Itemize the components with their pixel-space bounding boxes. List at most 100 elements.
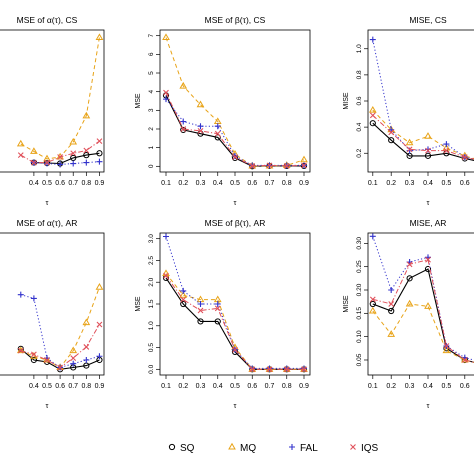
y-tick-label: 5 <box>148 71 155 75</box>
data-point-sq <box>180 300 187 308</box>
y-tick-label: 2 <box>148 127 155 131</box>
data-point-fal <box>180 118 187 125</box>
y-tick-label: 1.0 <box>148 321 155 330</box>
data-point-mq <box>179 81 188 89</box>
data-point-sq <box>180 126 187 134</box>
x-tick-label: 0.5 <box>42 383 52 390</box>
data-point-mq <box>95 283 104 290</box>
plot-frame <box>159 232 311 376</box>
data-point-fal <box>283 365 290 372</box>
data-point-iqs <box>388 129 395 136</box>
data-point-iqs <box>266 162 273 169</box>
data-point-iqs <box>31 159 37 166</box>
data-point-iqs <box>96 138 103 145</box>
series-line-fal <box>20 294 100 369</box>
y-tick-label: 1.5 <box>148 299 155 308</box>
series-line-iqs <box>372 259 474 363</box>
y-tick-label: 0.15 <box>356 307 363 320</box>
y-tick-label: 0.8 <box>356 70 363 79</box>
x-tick-label: 0.6 <box>460 383 470 390</box>
data-point-fal <box>83 356 90 363</box>
data-point-mq <box>405 138 414 146</box>
data-point-mq <box>16 346 25 354</box>
data-point-fal <box>249 365 256 372</box>
y-tick-label: 0.5 <box>148 343 155 352</box>
data-point-sq <box>406 275 413 282</box>
series-sq <box>369 265 474 364</box>
data-point-iqs <box>83 147 90 154</box>
legend-marker-fal <box>289 444 295 450</box>
data-point-iqs <box>163 89 169 96</box>
data-point-mq <box>95 33 104 41</box>
series-mq <box>162 269 308 372</box>
data-point-fal <box>30 295 37 302</box>
data-point-sq <box>197 318 204 325</box>
chart-title: MSE of α(τ), CS <box>17 15 78 25</box>
y-tick-label: 0.05 <box>356 353 363 366</box>
series-line-fal <box>165 98 304 166</box>
data-point-fal <box>214 123 221 130</box>
data-point-iqs <box>249 366 256 373</box>
plot-frame <box>0 232 105 376</box>
x-tick-label: 0.8 <box>81 180 91 187</box>
data-point-mq <box>82 111 91 119</box>
x-axis-label: τ <box>427 198 430 207</box>
x-tick-label: 0.4 <box>423 180 433 187</box>
series-line-sq <box>33 152 100 165</box>
legend-entry-sq: SQ <box>168 443 195 454</box>
x-tick-label: 0.7 <box>68 180 78 187</box>
series-sq <box>30 150 103 167</box>
data-point-iqs <box>249 163 256 169</box>
series-iqs <box>17 321 103 371</box>
y-tick-label: 0.4 <box>356 122 363 131</box>
x-tick-label: 0.6 <box>247 180 257 187</box>
x-tick-label: 0.5 <box>230 180 240 187</box>
chart-panel-5: MSE of β(τ), AR 0.1 0.2 0.3 0.4 0.5 0.6 0.7 0.8 0… <box>135 218 311 410</box>
x-axis-label: τ <box>427 401 430 410</box>
x-tick-label: 0.6 <box>460 180 470 187</box>
x-tick-label: 0.7 <box>68 383 78 390</box>
x-tick-label: 0.6 <box>55 383 65 390</box>
data-point-mq <box>387 330 396 337</box>
x-tick-label: 0.4 <box>29 180 39 187</box>
y-tick-label: 4 <box>148 89 155 93</box>
data-point-sq <box>388 307 395 315</box>
y-tick-label: 0.6 <box>356 96 363 105</box>
data-point-mq <box>69 346 78 354</box>
x-tick-label: 0.2 <box>386 383 396 390</box>
data-point-iqs <box>232 346 238 353</box>
x-tick-label: 0.3 <box>196 383 206 390</box>
data-point-fal <box>214 301 221 307</box>
x-tick-label: 0.1 <box>368 180 378 187</box>
data-point-iqs <box>214 305 221 312</box>
data-point-iqs <box>283 163 290 169</box>
data-point-sq <box>424 265 432 273</box>
data-point-fal <box>163 233 169 240</box>
x-tick-label: 0.8 <box>282 383 292 390</box>
data-point-fal <box>388 287 395 294</box>
series-mq <box>368 299 474 363</box>
series-line-sq <box>372 268 474 363</box>
x-axis-label: τ <box>46 401 49 410</box>
data-point-iqs <box>406 146 413 153</box>
series-line-mq <box>372 109 474 160</box>
series-fal <box>163 233 307 372</box>
data-point-iqs <box>301 162 307 169</box>
data-point-iqs <box>425 147 431 154</box>
chart-title: MSE of β(τ), CS <box>205 15 266 25</box>
data-point-iqs <box>163 272 169 279</box>
data-point-sq <box>424 152 432 159</box>
x-tick-label: 0.2 <box>178 383 188 390</box>
y-tick-label: 0.10 <box>356 330 363 343</box>
data-point-sq <box>83 152 90 159</box>
y-axis-label: MISE <box>343 92 350 109</box>
data-point-fal <box>425 146 431 153</box>
x-tick-label: 0.1 <box>161 180 171 187</box>
series-iqs <box>17 138 103 166</box>
x-tick-label: 0.5 <box>230 383 240 390</box>
series-line-mq <box>372 303 474 363</box>
data-point-fal <box>83 159 90 166</box>
series-line-iqs <box>165 275 304 370</box>
y-axis-label: MSE <box>135 93 142 109</box>
